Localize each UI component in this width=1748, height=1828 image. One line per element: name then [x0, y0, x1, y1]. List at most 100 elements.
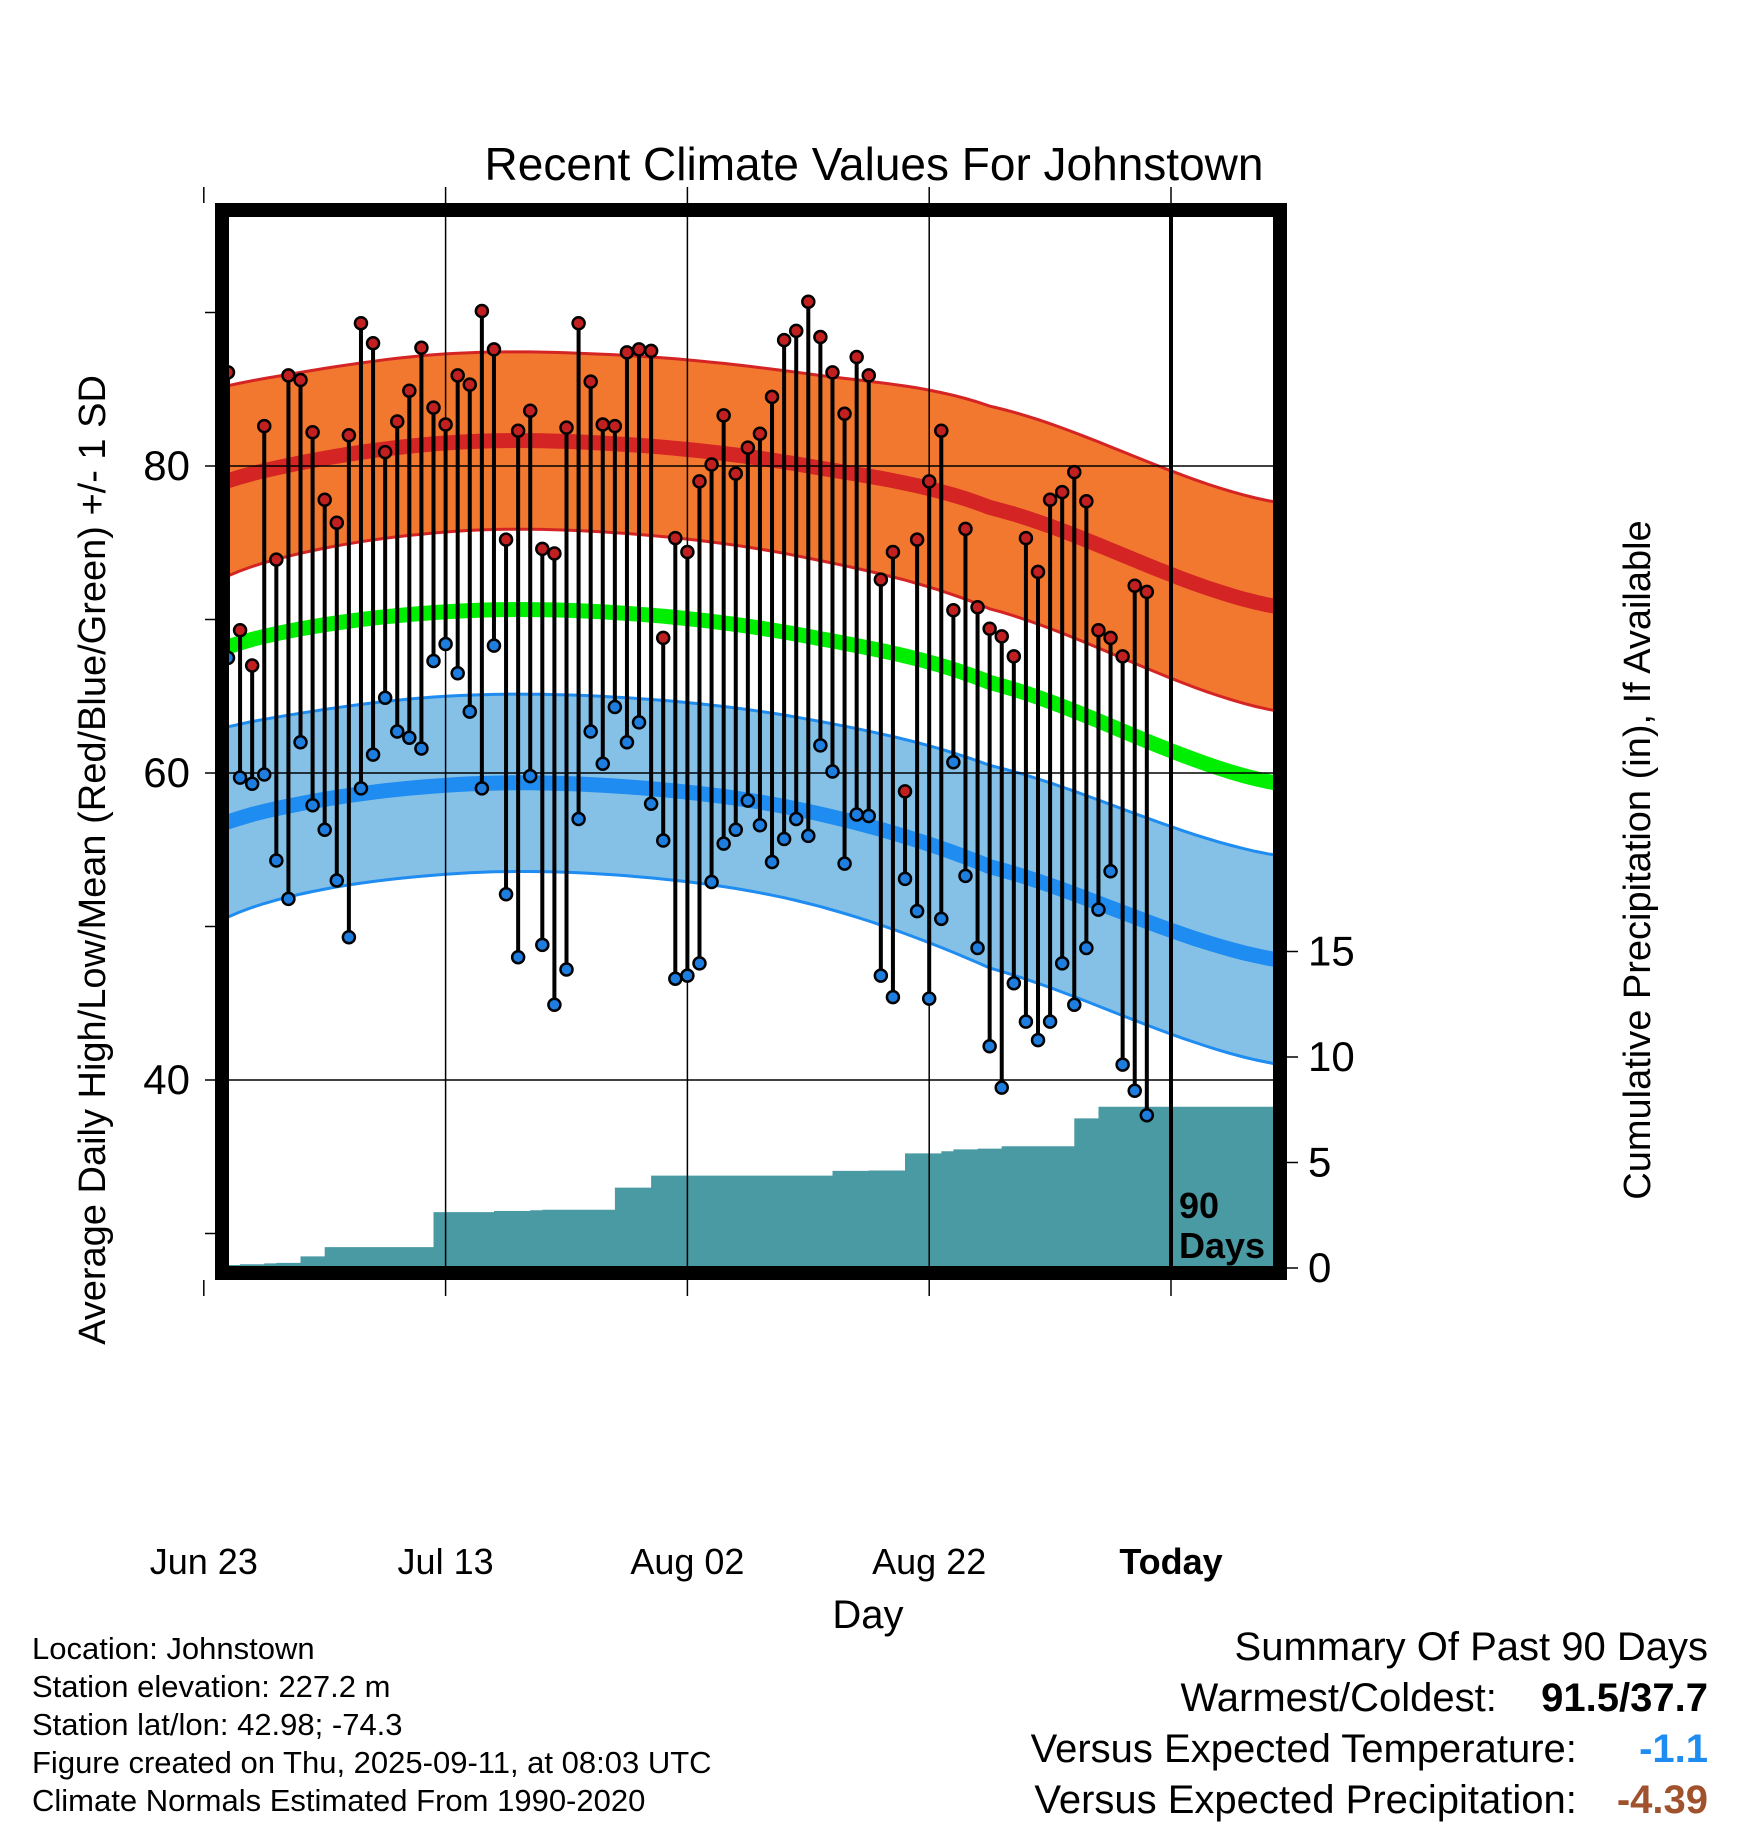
daily-high-point [1018, 530, 1034, 546]
daily-high-point [1067, 464, 1082, 480]
daily-low-point [402, 730, 417, 745]
daily-low-point [583, 724, 598, 739]
daily-high-point [704, 457, 719, 472]
daily-high-point [607, 418, 623, 434]
info-normals: Climate Normals Estimated From 1990-2020 [32, 1783, 646, 1818]
daily-high-point [1091, 622, 1106, 638]
daily-low-point [317, 822, 332, 838]
daily-high-point [462, 377, 478, 392]
daily-high-point [571, 315, 586, 331]
daily-high-point [522, 403, 538, 418]
daily-high-point [535, 541, 550, 557]
daily-low-point [329, 873, 345, 888]
daily-low-point [849, 807, 864, 822]
days-window-label-line: Days [1179, 1225, 1265, 1266]
daily-high-point [873, 572, 889, 587]
daily-high-point [849, 349, 864, 365]
daily-high-point [414, 340, 429, 356]
daily-high-point [752, 426, 768, 442]
daily-high-point [293, 372, 308, 388]
daily-low-point [970, 940, 985, 956]
daily-high-point [897, 784, 913, 799]
daily-low-point [958, 868, 973, 884]
daily-high-point [655, 630, 671, 646]
daily-high-point [994, 629, 1009, 644]
daily-high-point [885, 544, 901, 560]
daily-high-point [1139, 584, 1155, 600]
daily-low-point [244, 776, 260, 791]
daily-high-point [776, 332, 792, 348]
daily-high-point [365, 335, 381, 351]
daily-low-point [873, 968, 889, 983]
chart-title: Recent Climate Values For Johnstown [485, 138, 1264, 190]
daily-low-point [113, 876, 125, 888]
daily-high-point [149, 363, 161, 375]
y-tick-label: 40 [143, 1056, 190, 1103]
daily-high-point [825, 365, 840, 380]
daily-low-point [1103, 863, 1118, 879]
daily-high-point [269, 552, 284, 567]
daily-low-point [897, 871, 913, 887]
daily-low-point [426, 653, 441, 669]
daily-low-point [162, 795, 174, 807]
daily-low-point [293, 735, 308, 750]
daily-low-point [861, 808, 876, 824]
daily-low-point [305, 797, 320, 813]
plot-area: 90 Days [113, 215, 1275, 1268]
daily-high-point [619, 345, 635, 360]
daily-low-point [281, 891, 296, 907]
daily-high-point [801, 294, 816, 310]
daily-low-point [909, 903, 925, 919]
daily-low-point [1115, 1057, 1130, 1072]
daily-low-point [619, 735, 635, 750]
daily-low-point [353, 781, 369, 796]
daily-low-point [535, 937, 550, 953]
info-location: Location: Johnstown [32, 1631, 315, 1666]
daily-low-point [1042, 1014, 1058, 1029]
daily-low-point [946, 755, 961, 770]
daily-high-point [450, 368, 465, 383]
daily-low-point [764, 854, 780, 870]
temp-label: Versus Expected Temperature: [1030, 1727, 1577, 1771]
daily-high-point [1079, 494, 1094, 509]
daily-high-point [909, 532, 925, 547]
daily-high-point [1127, 578, 1142, 593]
daily-high-point [1042, 492, 1058, 508]
daily-low-point [716, 836, 731, 851]
daily-low-point [1139, 1108, 1155, 1123]
daily-low-point [752, 817, 768, 833]
daily-low-point [1067, 997, 1082, 1013]
normal-mean-line [227, 601, 1275, 791]
daily-high-point [257, 418, 272, 434]
daily-high-point [244, 658, 260, 673]
daily-high-point [1030, 564, 1046, 580]
plot-inner: 90 Days [113, 215, 1275, 1268]
x-axis-label: Day [832, 1593, 903, 1637]
daily-low-point [377, 690, 393, 706]
daily-low-point [571, 811, 586, 827]
daily-low-point [885, 989, 901, 1005]
daily-high-point [341, 428, 357, 443]
info-latlon: Station lat/lon: 42.98; -74.3 [32, 1707, 403, 1742]
plot-frame [215, 203, 1287, 1280]
x-tick-label: Aug 02 [630, 1541, 744, 1582]
daily-high-point [631, 342, 647, 357]
daily-high-point [426, 400, 441, 415]
summary-warm-cold: Warmest/Coldest: 91.5/37.7 [1031, 1673, 1709, 1724]
normal-low-line [227, 775, 1275, 968]
daily-high-point [1006, 649, 1022, 664]
daily-low-point [776, 831, 792, 847]
daily-low-point [414, 741, 429, 756]
daily-high-point [486, 342, 502, 357]
daily-low-point [547, 997, 562, 1013]
daily-low-point [438, 636, 453, 652]
daily-low-point [1127, 1083, 1142, 1098]
daily-low-point [149, 704, 161, 716]
daily-low-point [921, 991, 937, 1006]
daily-low-point [341, 929, 357, 945]
y2-tick-label: 0 [1308, 1244, 1331, 1291]
info-elevation: Station elevation: 227.2 m [32, 1669, 391, 1704]
daily-low-point [655, 833, 671, 848]
daily-low-point [643, 796, 659, 811]
